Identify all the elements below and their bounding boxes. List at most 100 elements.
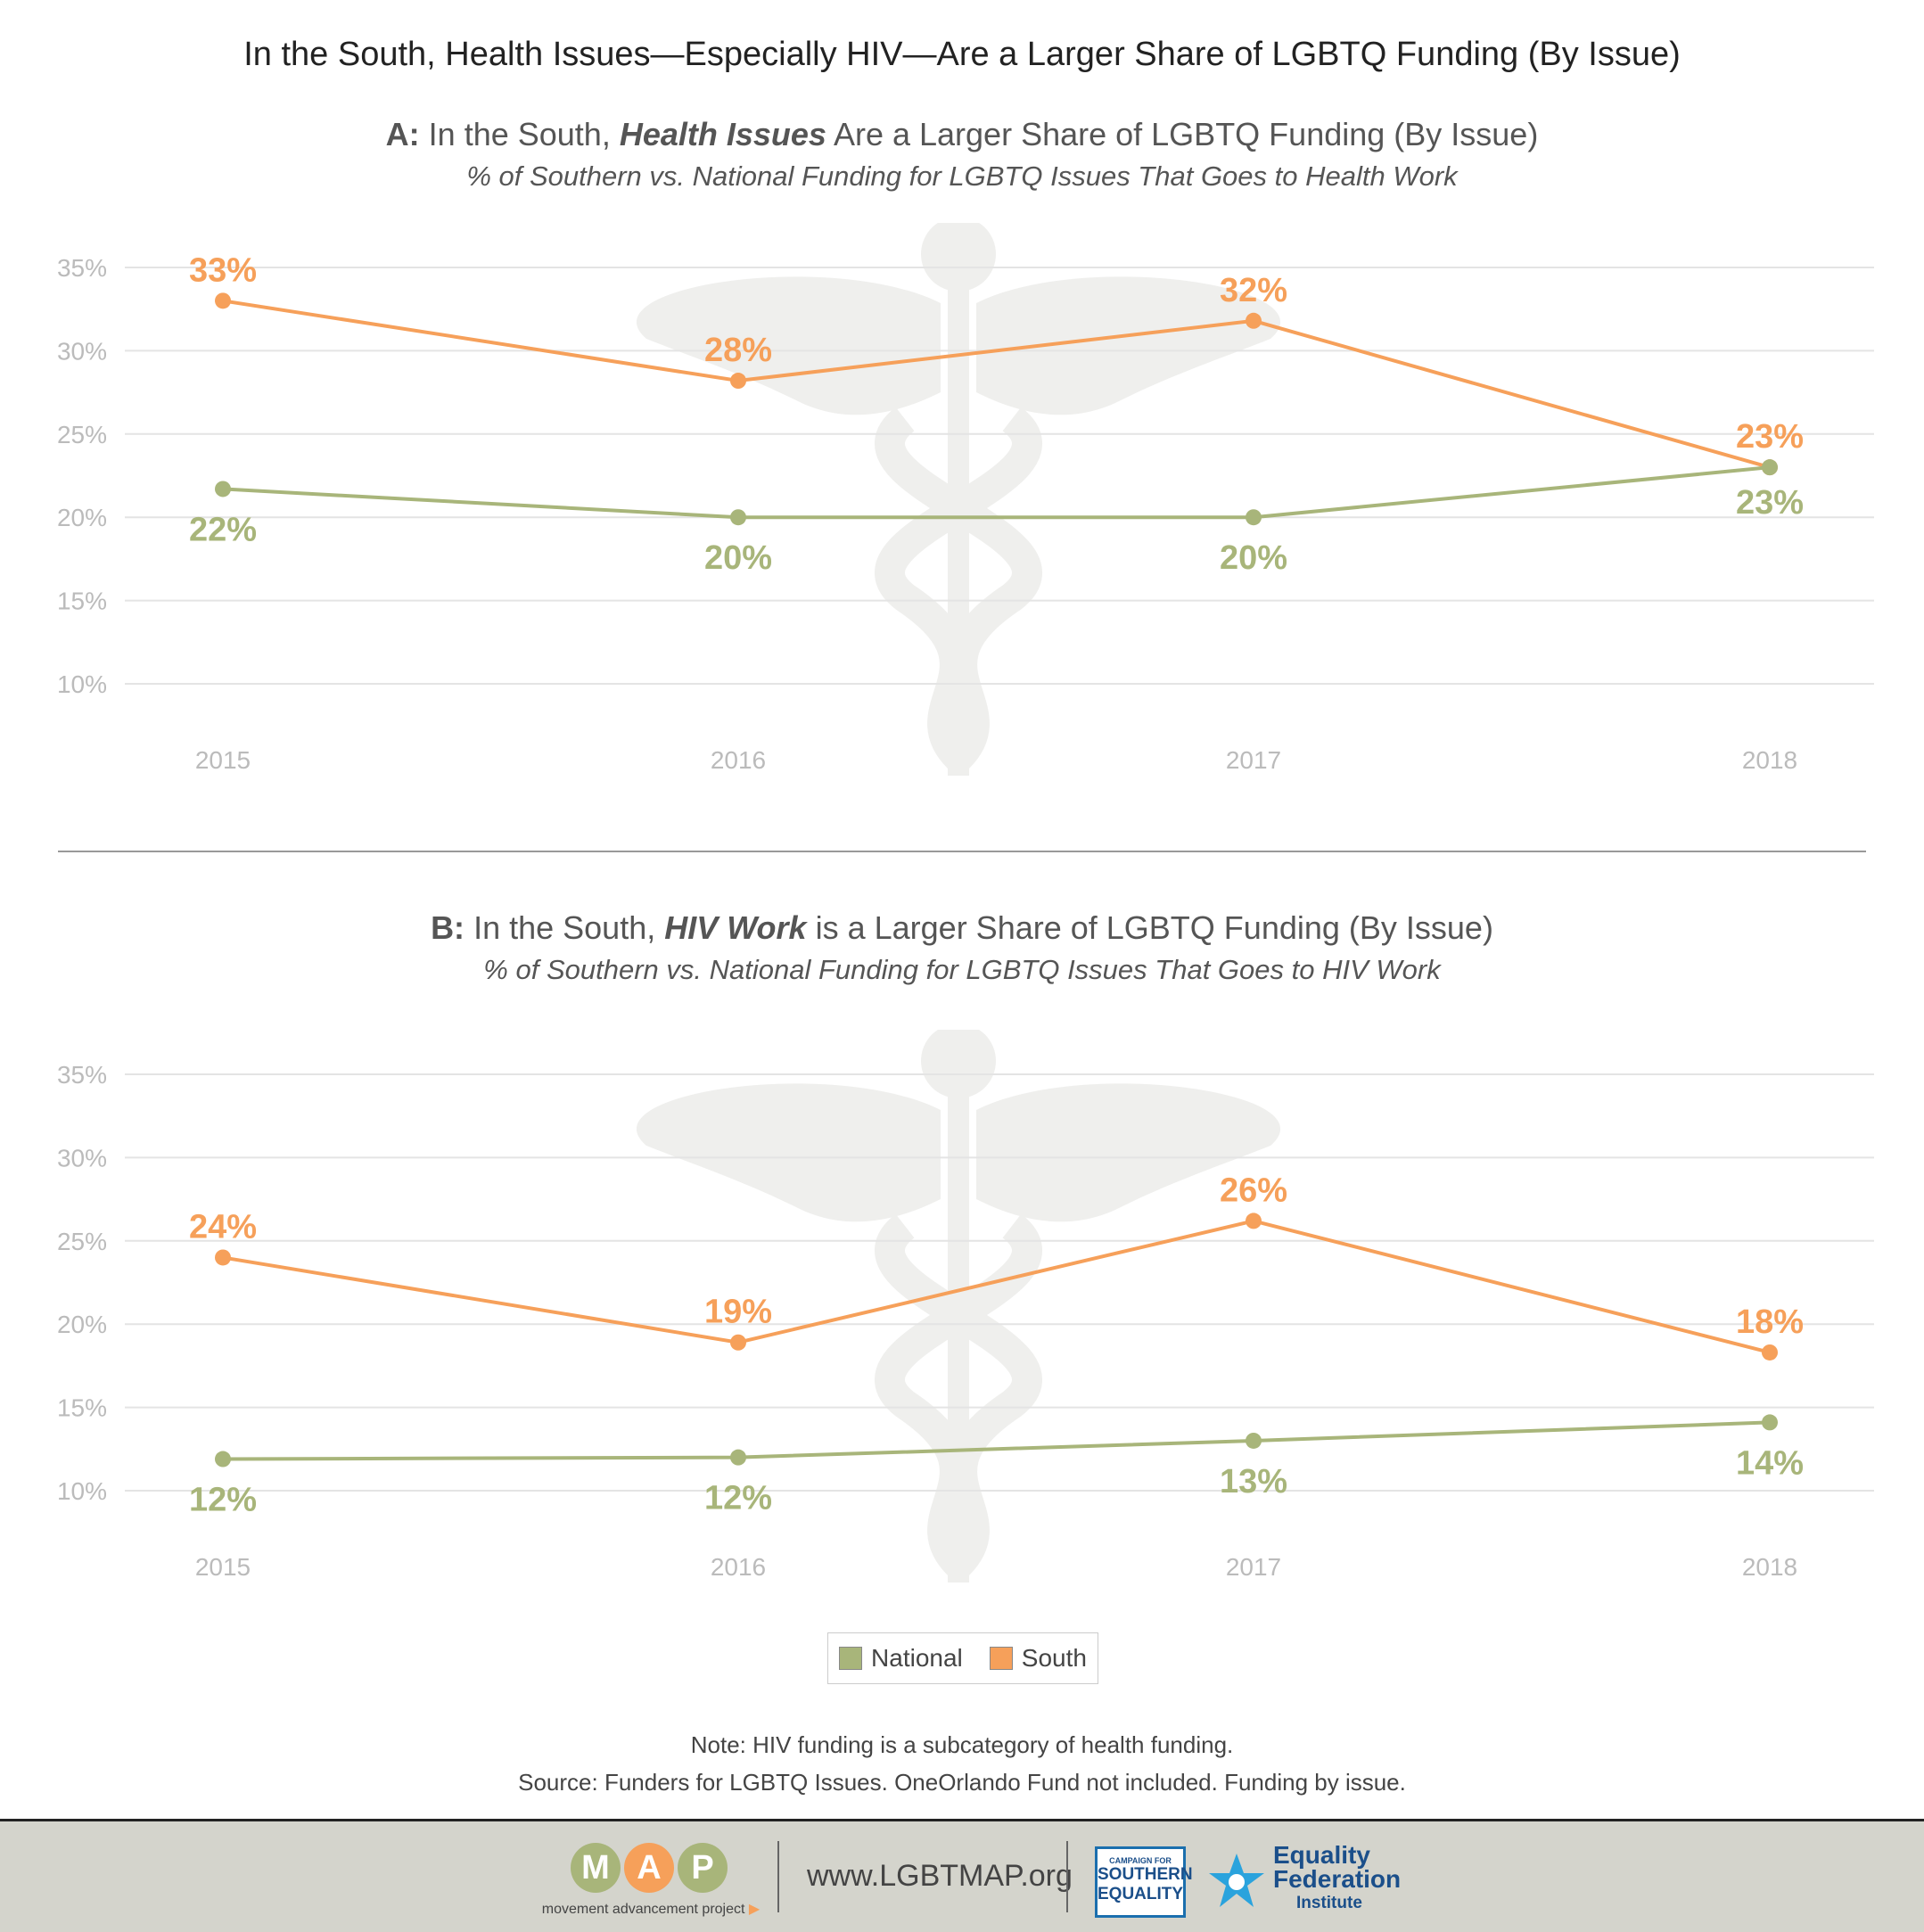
panel-b-subtitle: % of Southern vs. National Funding for L…: [483, 954, 1441, 985]
data-label-south: 33%: [189, 251, 257, 289]
data-point-south: [215, 292, 231, 309]
main-title: In the South, Health Issues—Especially H…: [243, 36, 1681, 73]
y-tick-label: 25%: [57, 421, 107, 448]
y-tick-label: 30%: [57, 337, 107, 365]
y-tick-label: 30%: [57, 1144, 107, 1172]
cse-logo-line2: EQUALITY: [1098, 1885, 1184, 1903]
data-point-south: [730, 373, 746, 390]
y-tick-label: 20%: [57, 1311, 107, 1338]
data-point-south: [1246, 312, 1262, 329]
panel-b-title: B: In the South, HIV Work is a Larger Sh…: [0, 909, 1924, 947]
y-tick-label: 15%: [57, 1394, 107, 1422]
panel-a-letter: A:: [385, 116, 420, 152]
footer-separator: [1066, 1841, 1068, 1912]
data-point-national: [1246, 1432, 1262, 1449]
x-tick-label: 2015: [195, 1553, 251, 1581]
y-tick-label: 20%: [57, 504, 107, 531]
data-label-national: 12%: [189, 1482, 257, 1519]
x-tick-label: 2018: [1742, 1553, 1797, 1581]
footer-bar: M A P movement advancement project ▶ www…: [0, 1819, 1924, 1932]
y-tick-label: 25%: [57, 1228, 107, 1255]
legend-item-national: National: [839, 1644, 963, 1673]
data-label-south: 26%: [1220, 1172, 1287, 1209]
data-label-national: 23%: [1736, 484, 1804, 522]
star-icon: [1209, 1854, 1264, 1907]
data-label-national: 14%: [1736, 1444, 1804, 1482]
note-text: Note: HIV funding is a subcategory of he…: [690, 1731, 1234, 1758]
y-tick-label: 10%: [57, 1477, 107, 1505]
panel-a-title-post: Are a Larger Share of LGBTQ Funding (By …: [826, 116, 1539, 152]
data-label-south: 18%: [1736, 1303, 1804, 1341]
legend-item-south: South: [989, 1644, 1087, 1673]
panel-divider: [58, 851, 1866, 852]
data-label-national: 20%: [704, 539, 772, 577]
data-point-national: [215, 1451, 231, 1467]
y-tick-label: 35%: [57, 254, 107, 282]
x-tick-label: 2018: [1742, 746, 1797, 774]
chart-legend: National South: [827, 1632, 1098, 1684]
legend-label-national: National: [871, 1644, 963, 1672]
source-text: Source: Funders for LGBTQ Issues. OneOrl…: [518, 1769, 1406, 1796]
data-label-south: 24%: [189, 1208, 257, 1246]
panel-a-title-pre: In the South,: [419, 116, 620, 152]
chart-panel-a: 10% 15% 20% 25% 30% 35% 2015 2016 2017 2018 33% 28%…: [57, 223, 1874, 776]
efi-line2: Federation: [1273, 1865, 1402, 1893]
map-tagline: movement advancement project ▶: [535, 1900, 767, 1918]
data-point-south: [215, 1249, 231, 1266]
data-point-south: [1762, 1344, 1778, 1361]
data-label-south: 23%: [1736, 418, 1804, 456]
equality-federation-logo[interactable]: Equality Federation Institute: [1273, 1843, 1401, 1915]
x-tick-label: 2016: [711, 746, 766, 774]
y-tick-label: 35%: [57, 1061, 107, 1089]
map-logo-letter-a: A: [624, 1843, 674, 1893]
series-line-south: [222, 1219, 1771, 1354]
data-label-national: 12%: [704, 1480, 772, 1517]
panel-b-letter: B:: [431, 909, 465, 946]
data-label-national: 22%: [189, 511, 257, 548]
play-triangle-icon: ▶: [748, 1902, 761, 1917]
x-tick-label: 2017: [1226, 746, 1281, 774]
panel-a-title: A: In the South, Health Issues Are a Lar…: [0, 116, 1924, 153]
data-point-national: [1246, 509, 1262, 526]
series-line-south: [222, 299, 1771, 470]
data-point-national: [730, 509, 746, 526]
map-tagline-text: movement advancement project: [541, 1902, 745, 1917]
series-line-national: [222, 1420, 1771, 1461]
efi-line1: Equality: [1273, 1841, 1370, 1869]
map-logo-letter-m: M: [571, 1843, 621, 1893]
data-point-national: [1762, 1414, 1778, 1431]
data-label-national: 20%: [1220, 539, 1287, 577]
panel-b-title-post: is a Larger Share of LGBTQ Funding (By I…: [806, 909, 1493, 946]
legend-swatch-national: [839, 1647, 863, 1670]
footer-separator: [777, 1841, 779, 1912]
panel-a-subtitle: % of Southern vs. National Funding for L…: [466, 160, 1458, 192]
panel-b-title-emphasis: HIV Work: [664, 909, 807, 946]
data-point-south: [1246, 1213, 1262, 1229]
cse-logo-small-text: CAMPAIGN FOR: [1109, 1856, 1172, 1865]
legend-label-south: South: [1021, 1644, 1087, 1672]
legend-swatch-south: [989, 1647, 1013, 1670]
data-point-south: [730, 1334, 746, 1351]
x-tick-label: 2017: [1226, 1553, 1281, 1581]
efi-line3: Institute: [1296, 1894, 1362, 1912]
map-logo-letter-p: P: [678, 1843, 728, 1893]
cse-logo-line1: SOUTHERN: [1098, 1865, 1193, 1884]
data-label-south: 32%: [1220, 272, 1287, 309]
y-tick-label: 15%: [57, 588, 107, 615]
panel-a-title-emphasis: Health Issues: [619, 116, 826, 152]
series-line-national: [222, 465, 1771, 520]
panel-b-title-pre: In the South,: [465, 909, 665, 946]
data-label-national: 13%: [1220, 1463, 1287, 1500]
campaign-southern-equality-logo[interactable]: CAMPAIGN FOR SOUTHERN EQUALITY: [1095, 1846, 1193, 1918]
caduceus-watermark-icon: [636, 223, 1281, 776]
data-label-south: 28%: [704, 332, 772, 369]
data-label-south: 19%: [704, 1294, 772, 1331]
x-tick-label: 2016: [711, 1553, 766, 1581]
chart-panel-b: 10% 15% 20% 25% 30% 35% 2015 2016 2017 2018 24% 19%…: [57, 1030, 1874, 1583]
data-point-national: [730, 1449, 746, 1466]
website-link[interactable]: www.LGBTMAP.org: [807, 1859, 1073, 1893]
data-point-national: [1762, 459, 1778, 476]
map-logo[interactable]: M A P movement advancement project ▶: [535, 1843, 760, 1923]
data-point-national: [215, 481, 231, 497]
y-tick-label: 10%: [57, 670, 107, 698]
